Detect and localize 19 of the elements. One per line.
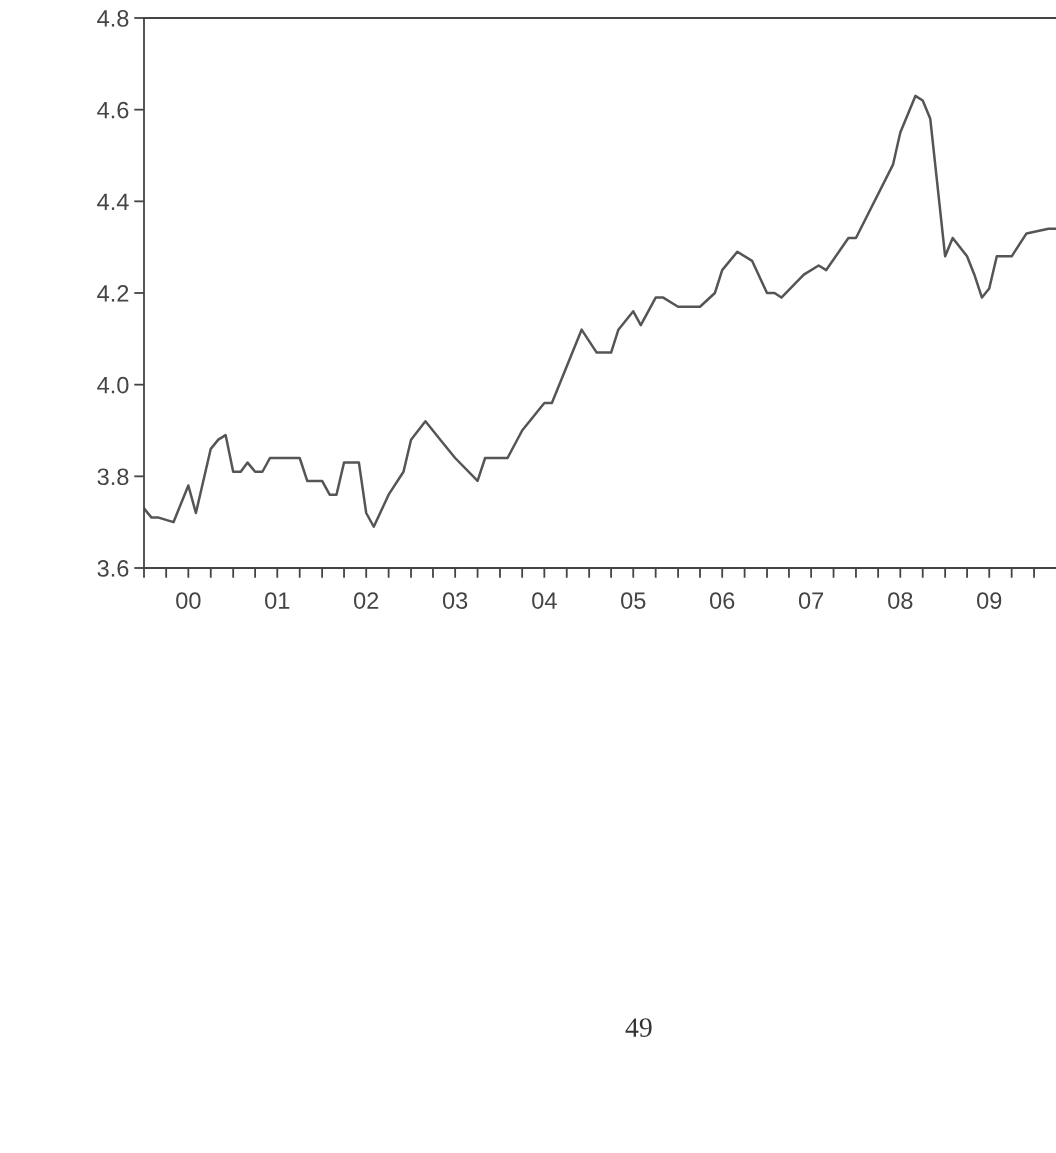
y-tick-label: 4.8 xyxy=(97,10,129,27)
x-tick-label: 05 xyxy=(621,592,646,609)
text: 49 xyxy=(625,1018,652,1037)
x-tick-label: 08 xyxy=(888,592,913,609)
x-tick-label: 03 xyxy=(442,592,468,609)
x-tick-label: 01 xyxy=(265,592,290,609)
x-tick-label: 09 xyxy=(977,592,1002,609)
y-tick-label: 4.0 xyxy=(97,376,129,394)
y-tick-label: 4.2 xyxy=(97,285,129,302)
x-tick-label: 07 xyxy=(798,592,824,609)
x-tick-label: 02 xyxy=(354,592,379,609)
x-tick-label: 00 xyxy=(176,592,201,609)
y-tick-label: 3.8 xyxy=(97,468,129,486)
y-tick-label: 3.6 xyxy=(97,560,129,577)
x-tick-label: 06 xyxy=(709,592,735,609)
x-tick-label: 04 xyxy=(532,592,557,609)
line-series xyxy=(144,94,1056,528)
y-tick-label: 4.6 xyxy=(97,101,129,119)
y-tick-label: 4.4 xyxy=(97,193,129,210)
